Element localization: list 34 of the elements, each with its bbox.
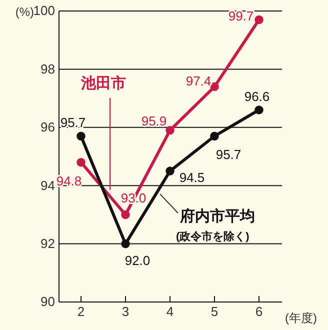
- y-tick-label: 96: [40, 120, 55, 135]
- point: [121, 210, 130, 220]
- data-label: 99.7: [228, 8, 254, 24]
- data-label: 96.6: [244, 88, 270, 104]
- x-tick-label: 4: [166, 304, 174, 319]
- point: [210, 132, 219, 140]
- y-axis-title: (%): [15, 5, 34, 19]
- y-tick-label: 92: [40, 236, 55, 251]
- data-label: 97.4: [186, 74, 212, 89]
- text: 池田市: [80, 74, 126, 92]
- point: [254, 106, 264, 114]
- data-label: 92.0: [124, 252, 150, 268]
- point: [166, 126, 174, 135]
- x-axis-title: (年度): [285, 311, 317, 325]
- y-tick-label: 100: [33, 3, 55, 18]
- y-tick-label: 98: [40, 61, 55, 76]
- point: [76, 158, 86, 167]
- y-tick-label: 90: [40, 294, 55, 310]
- point: [166, 166, 174, 176]
- point: [210, 82, 219, 92]
- point: [121, 239, 130, 248]
- point: [254, 15, 264, 24]
- series-label: 府内市平均: [179, 207, 255, 225]
- annotation: (政令市を除く): [176, 230, 250, 243]
- x-tick-label: 3: [122, 304, 130, 319]
- point: [76, 132, 86, 140]
- x-tick-label: 2: [77, 304, 85, 319]
- y-tick-label: 94: [40, 178, 55, 193]
- data-label: 95.9: [141, 113, 167, 128]
- data-label: 95.7: [216, 147, 242, 162]
- x-tick-label: 5: [210, 304, 218, 319]
- data-label: 94.5: [179, 170, 205, 186]
- data-label: 95.7: [60, 115, 86, 130]
- x-tick-label: 6: [255, 304, 263, 319]
